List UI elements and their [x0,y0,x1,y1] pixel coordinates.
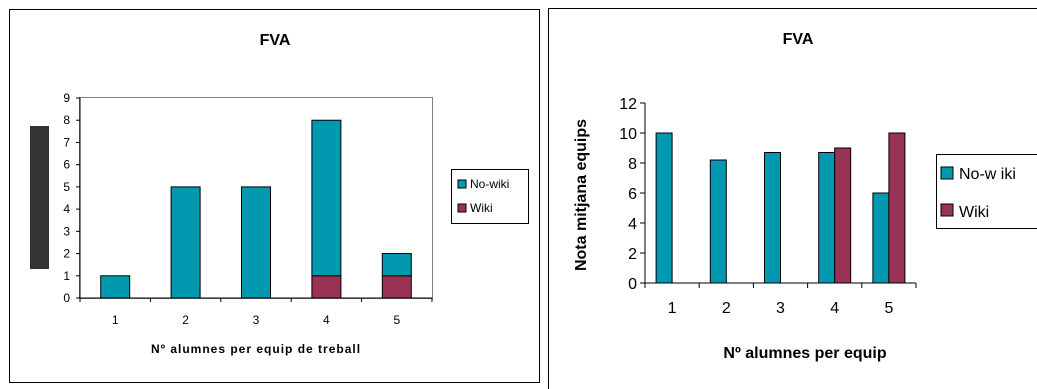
left-legend [451,169,529,224]
right-bar-wiki-5 [888,132,906,284]
right-x-tick-label: 4 [830,300,839,317]
right-x-tick-label: 5 [884,300,893,317]
right-y-tick-label: 10 [619,126,637,143]
left-x-tick-label: 4 [323,313,330,327]
left-bar-no-wiki-2 [170,186,201,299]
right-x-axis-label: Nº alumnes per equip [723,345,886,362]
right-y-tick-label: 2 [628,246,637,263]
right-legend-label-no-wiki: No-w iki [959,166,1016,183]
right-bar-wiki-4 [834,147,852,284]
left-legend-swatch-no-wiki [457,179,467,189]
right-legend-swatch-wiki [940,203,954,217]
left-y-tick-label: 9 [63,91,70,105]
left-y-tick-label: 6 [63,158,70,172]
left-x-tick-label: 3 [253,313,260,327]
left-x-tick-label: 2 [182,313,189,327]
left-y-tick-label: 0 [63,291,70,305]
left-legend-swatch-wiki [457,203,467,213]
left-y-tick-label: 1 [63,269,70,283]
left-legend-label-no-wiki: No-wiki [470,177,509,191]
left-chart-title: FVA [260,32,291,49]
right-x-tick-label: 1 [668,300,677,317]
left-x-axis-label: Nº alumnes per equip de treball [151,342,361,356]
left-legend-label-wiki: Wiki [470,201,493,215]
right-bar-no-w-iki-5 [872,192,890,284]
left-bar-no-wiki-5 [381,253,412,277]
right-x-tick-label: 3 [776,300,785,317]
right-bar-no-w-iki-4 [818,152,836,284]
right-x-tick-label: 2 [722,300,731,317]
left-y-tick-label: 3 [63,224,70,238]
right-y-tick-label: 12 [619,96,637,113]
left-y-tick-label: 4 [63,202,70,216]
left-redaction-block [30,126,49,269]
left-bar-wiki-5 [381,275,412,299]
left-bar-no-wiki-1 [100,275,131,299]
left-x-tick-label: 5 [393,313,400,327]
right-chart-panel: FVA 0 2 4 6 8 10 12 1 2 3 4 5 Nº alumnes per equip … [548,0,1037,389]
left-y-tick-label: 7 [63,135,70,149]
left-chart: FVA 0 1 2 3 4 5 6 7 8 9 1 2 3 4 5 Nº alumnes per equip… [9,9,540,383]
left-bar-no-wiki-4 [311,119,342,277]
right-y-axis-label: Nota mitjana equips [573,119,590,271]
right-legend-swatch-no-wiki [940,166,954,180]
right-y-tick-label: 6 [628,186,637,203]
right-y-tick-label: 8 [628,156,637,173]
left-x-tick-label: 1 [112,313,119,327]
left-bar-no-wiki-3 [241,186,271,299]
left-bar-wiki-4 [311,275,342,299]
right-chart-title: FVA [783,31,814,48]
right-bar-no-w-iki-3 [764,152,781,284]
left-y-tick-label: 8 [63,113,70,127]
left-chart-panel: FVA 0 1 2 3 4 5 6 7 8 9 1 2 3 4 5 Nº alumnes per equip… [9,9,540,383]
right-bar-no-w-iki-2 [709,159,727,284]
right-y-tick-label: 4 [628,216,637,233]
right-y-tick-label: 0 [628,276,637,293]
right-legend-label-wiki: Wiki [959,204,989,221]
right-bar-no-w-iki-1 [655,132,673,284]
left-y-tick-label: 2 [63,247,70,261]
left-y-tick-label: 5 [63,180,70,194]
